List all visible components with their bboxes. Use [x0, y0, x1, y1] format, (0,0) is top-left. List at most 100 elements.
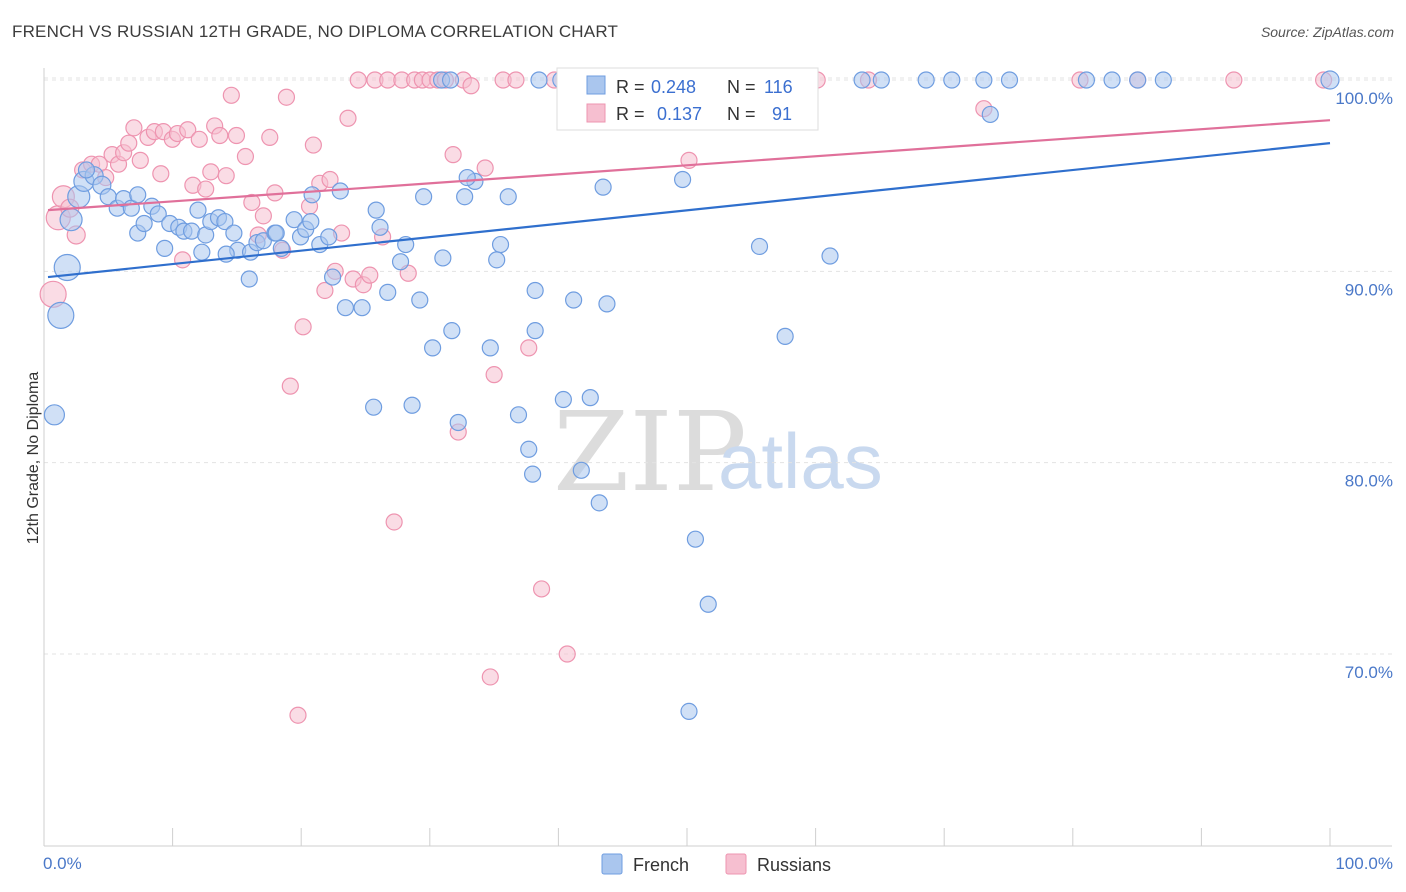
bottom-legend-french-swatch [601, 853, 623, 875]
french-point [1129, 71, 1147, 89]
bottom-legend-russian-label: Russians [757, 855, 831, 875]
french-point [1077, 71, 1096, 89]
french-trend-line [47, 142, 1331, 279]
french-point [1103, 71, 1121, 89]
french-point [491, 235, 510, 254]
russians-point [361, 266, 379, 284]
russians-point [190, 130, 208, 148]
russians-point [217, 167, 235, 185]
french-point [216, 212, 234, 231]
french-point [488, 251, 506, 269]
russians-point [316, 281, 334, 300]
french-point [320, 228, 338, 246]
russians-point [485, 366, 503, 384]
y-axis-title: 12th Grade, No Diploma [25, 372, 42, 545]
russians-point [202, 163, 220, 181]
french-point [523, 465, 542, 483]
french-point [367, 201, 385, 219]
russians-point [339, 109, 357, 127]
x-tick-label-max: 100.0% [1335, 854, 1393, 873]
french-point [981, 105, 999, 124]
french-point [572, 461, 590, 479]
french-point [699, 595, 717, 613]
french-point [149, 205, 167, 223]
french-point [872, 71, 890, 89]
french-point [47, 301, 75, 329]
french-point [182, 222, 201, 240]
french-point [853, 71, 871, 89]
chart-title: FRENCH VS RUSSIAN 12TH GRADE, NO DIPLOMA… [12, 22, 619, 41]
french-point [481, 339, 499, 357]
axes [43, 68, 1392, 847]
russians-point [1225, 71, 1243, 89]
french-point [379, 283, 397, 301]
french-point [456, 188, 474, 206]
french-point [686, 530, 705, 548]
russians-point [254, 207, 272, 225]
french-point [526, 322, 544, 340]
watermark-atlas: atlas [718, 417, 883, 505]
french-point [443, 322, 461, 340]
russians-point [261, 128, 279, 146]
legend-french-n-label: N = [727, 77, 756, 97]
french-point [324, 268, 342, 286]
french-point [225, 224, 243, 242]
russians-point [120, 134, 138, 152]
french-point [59, 208, 83, 232]
correlation-legend: R = 0.248 N = 116 R = 0.137 N = 91 [556, 67, 819, 131]
french-point [267, 224, 285, 242]
trend-lines [47, 119, 1331, 279]
legend-russian-r-value: 0.137 [657, 104, 702, 124]
french-point [156, 239, 174, 257]
russians-point [236, 147, 255, 166]
chart-source: Source: ZipAtlas.com [1260, 24, 1394, 40]
russians-point [481, 668, 499, 686]
russians-point [243, 193, 261, 212]
french-point [303, 186, 321, 204]
legend-french-r-label: R = [616, 77, 645, 97]
french-point [189, 201, 207, 219]
russians-point [520, 339, 538, 357]
russians-point [125, 119, 143, 137]
bottom-legend-french-label: French [633, 855, 689, 875]
french-point [1000, 71, 1019, 89]
french-point [336, 299, 355, 317]
y-tick-label: 80.0% [1345, 472, 1393, 491]
russians-point [222, 86, 240, 104]
french-point [434, 249, 452, 267]
french-point [43, 404, 66, 426]
french-point [285, 211, 303, 229]
french-point [673, 170, 692, 189]
russians-point [476, 159, 494, 177]
french-point [135, 214, 153, 233]
russians-point [462, 77, 480, 95]
russians-point [558, 645, 576, 663]
y-tick-label: 100.0% [1335, 89, 1393, 108]
legend-russian-swatch [586, 103, 606, 123]
russians-point [349, 71, 367, 89]
french-point [353, 299, 371, 317]
french-point [371, 218, 389, 236]
french-point [499, 188, 517, 206]
legend-russian-n-value: 91 [772, 104, 792, 124]
russians-point [131, 151, 149, 169]
y-tick-label: 90.0% [1345, 280, 1393, 299]
russians-point [321, 170, 339, 189]
legend-french-n-value: 116 [764, 77, 793, 97]
legend-russian-r-label: R = [616, 104, 645, 124]
y-tick-labels: 70.0% 80.0% 90.0% 100.0% [1335, 89, 1393, 682]
french-point [917, 71, 935, 89]
russians-point [289, 706, 307, 724]
french-point [302, 212, 320, 231]
russians-point [211, 126, 229, 145]
french-point [193, 243, 211, 261]
french-point [776, 327, 794, 345]
french-point [403, 396, 421, 414]
french-point [240, 270, 258, 288]
french-point [424, 339, 442, 357]
french-point [590, 494, 608, 512]
french-point [821, 247, 839, 265]
russians-point [444, 146, 462, 164]
russians-point [294, 318, 312, 336]
french-point [565, 291, 583, 309]
